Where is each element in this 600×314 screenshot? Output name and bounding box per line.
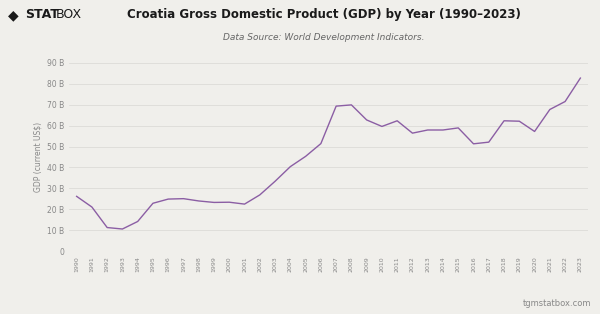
Text: Croatia Gross Domestic Product (GDP) by Year (1990–2023): Croatia Gross Domestic Product (GDP) by … — [127, 8, 521, 21]
Y-axis label: GDP (current US$): GDP (current US$) — [34, 122, 43, 192]
Text: BOX: BOX — [56, 8, 82, 21]
Text: tgmstatbox.com: tgmstatbox.com — [523, 299, 591, 308]
Text: Data Source: World Development Indicators.: Data Source: World Development Indicator… — [223, 33, 425, 42]
Text: STAT: STAT — [25, 8, 59, 21]
Text: ◆: ◆ — [8, 8, 19, 22]
